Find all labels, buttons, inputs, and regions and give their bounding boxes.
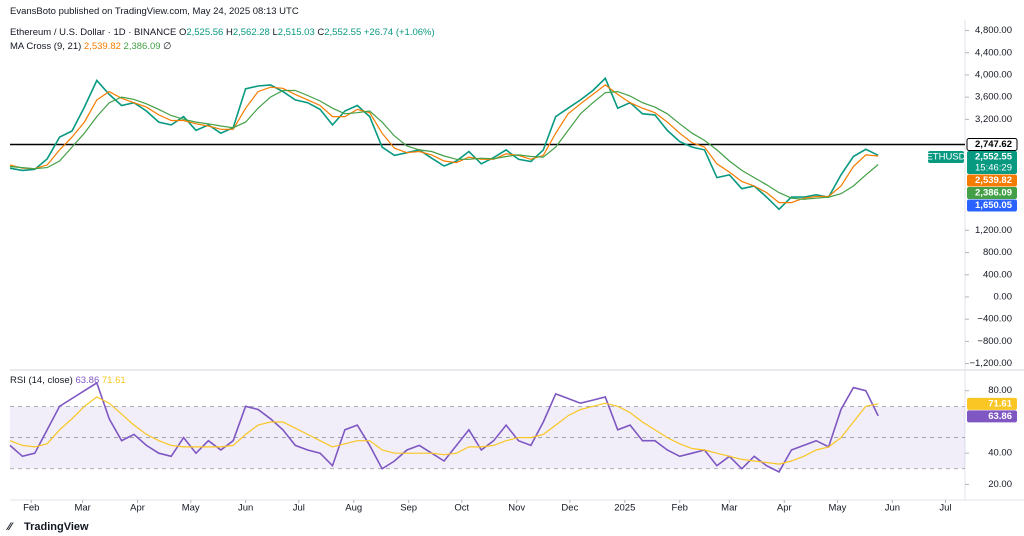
ohlc-key: O: [178, 27, 187, 38]
y-tick-label: −800.00: [977, 336, 1012, 347]
x-tick-label: Aug: [345, 503, 362, 514]
price-tag-label: 63.86: [988, 411, 1012, 422]
x-tick-label: Apr: [130, 503, 145, 514]
x-tick-label: May: [182, 503, 200, 514]
price-tag: [967, 150, 1017, 174]
y-tick-label: 20.00: [988, 479, 1012, 490]
y-tick-label: −400.00: [977, 314, 1012, 325]
ohlc-key: C: [317, 27, 325, 38]
price-tag-label: 2,552.55: [975, 151, 1013, 162]
series-line: [9, 84, 879, 204]
symbol: Ethereum / U.S. Dollar · 1D · BINANCE: [10, 27, 177, 38]
x-tick-label: Feb: [672, 503, 688, 514]
x-tick-label: Nov: [508, 503, 525, 514]
indicator-value: 2,539.82: [83, 41, 121, 52]
countdown: 15:46:29: [975, 162, 1012, 173]
series-line: [9, 76, 879, 211]
price-tag: [967, 199, 1017, 212]
indicator-value: 2,386.09: [123, 41, 161, 52]
series-line: [9, 396, 879, 465]
rsi-title: RSI (14, close): [10, 375, 73, 386]
y-tick-label: 40.00: [988, 448, 1012, 459]
x-tick-label: 2025: [614, 503, 635, 514]
price-tag-label: 2,386.09: [975, 187, 1012, 198]
x-tick-label: Jun: [238, 503, 253, 514]
x-tick-label: Jun: [885, 503, 900, 514]
price-tag: [967, 174, 1017, 187]
symbol-legend: Ethereum / U.S. Dollar · 1D · BINANCE O2…: [10, 27, 435, 38]
price-tag-label: 2,539.82: [975, 175, 1012, 186]
symbol-tag-label: ETHUSD: [926, 151, 965, 162]
price-tag-label: 2,747.62: [975, 139, 1012, 150]
y-tick-label: 3,600.00: [975, 92, 1012, 103]
brand: TradingView: [24, 521, 89, 533]
price-tag: [967, 186, 1017, 199]
x-tick-label: May: [828, 503, 846, 514]
price-tag-label: 71.61: [988, 398, 1012, 409]
y-tick-label: 1,200.00: [975, 225, 1012, 236]
ohlc-value: 2,515.03: [277, 27, 315, 38]
x-tick-label: Feb: [23, 503, 39, 514]
indicator-extra: ∅: [163, 41, 172, 52]
x-tick-label: Mar: [721, 503, 737, 514]
ohlc-key: H: [225, 27, 233, 38]
change: +26.74 (+1.06%): [363, 27, 435, 38]
x-tick-label: Mar: [74, 503, 90, 514]
y-tick-label: 400.00: [983, 269, 1012, 280]
y-tick-label: 4,400.00: [975, 47, 1012, 58]
x-tick-label: Dec: [561, 503, 578, 514]
ohlc-value: 2,552.55: [324, 27, 362, 38]
indicator: MA Cross (9, 21): [10, 41, 82, 52]
brand-logo: ⁄⁄: [5, 521, 14, 533]
y-tick-label: 4,000.00: [975, 69, 1012, 80]
rsi-ma-value: 71.61: [101, 375, 126, 386]
x-tick-label: Oct: [454, 503, 469, 514]
x-tick-label: Apr: [777, 503, 792, 514]
y-tick-label: 4,800.00: [975, 25, 1012, 36]
x-tick-label: Sep: [400, 503, 417, 514]
rsi-legend: RSI (14, close) 63.86 71.61: [10, 375, 126, 386]
y-tick-label: 0.00: [994, 291, 1013, 302]
y-tick-label: −1,200.00: [969, 358, 1012, 369]
x-tick-label: Jul: [293, 503, 305, 514]
y-tick-label: 3,200.00: [975, 114, 1012, 125]
indicator-legend: MA Cross (9, 21) 2,539.82 2,386.09 ∅: [10, 41, 171, 52]
y-tick-label: 80.00: [988, 385, 1012, 396]
price-tag-label: 1,650.05: [975, 200, 1013, 211]
symbol-tag: [928, 150, 964, 163]
rsi-value: 63.86: [75, 375, 100, 386]
y-tick-label: 800.00: [983, 247, 1012, 258]
ohlc-value: 2,562.28: [232, 27, 270, 38]
publisher: EvansBoto published on TradingView.com, …: [10, 6, 299, 17]
price-tag: [967, 410, 1017, 423]
series-line: [9, 89, 879, 200]
x-tick-label: Jul: [939, 503, 951, 514]
ohlc-key: L: [272, 27, 278, 38]
ohlc-value: 2,525.56: [186, 27, 224, 38]
price-tag: [967, 397, 1017, 410]
series-line: [9, 381, 879, 473]
price-tag: [966, 137, 1018, 151]
